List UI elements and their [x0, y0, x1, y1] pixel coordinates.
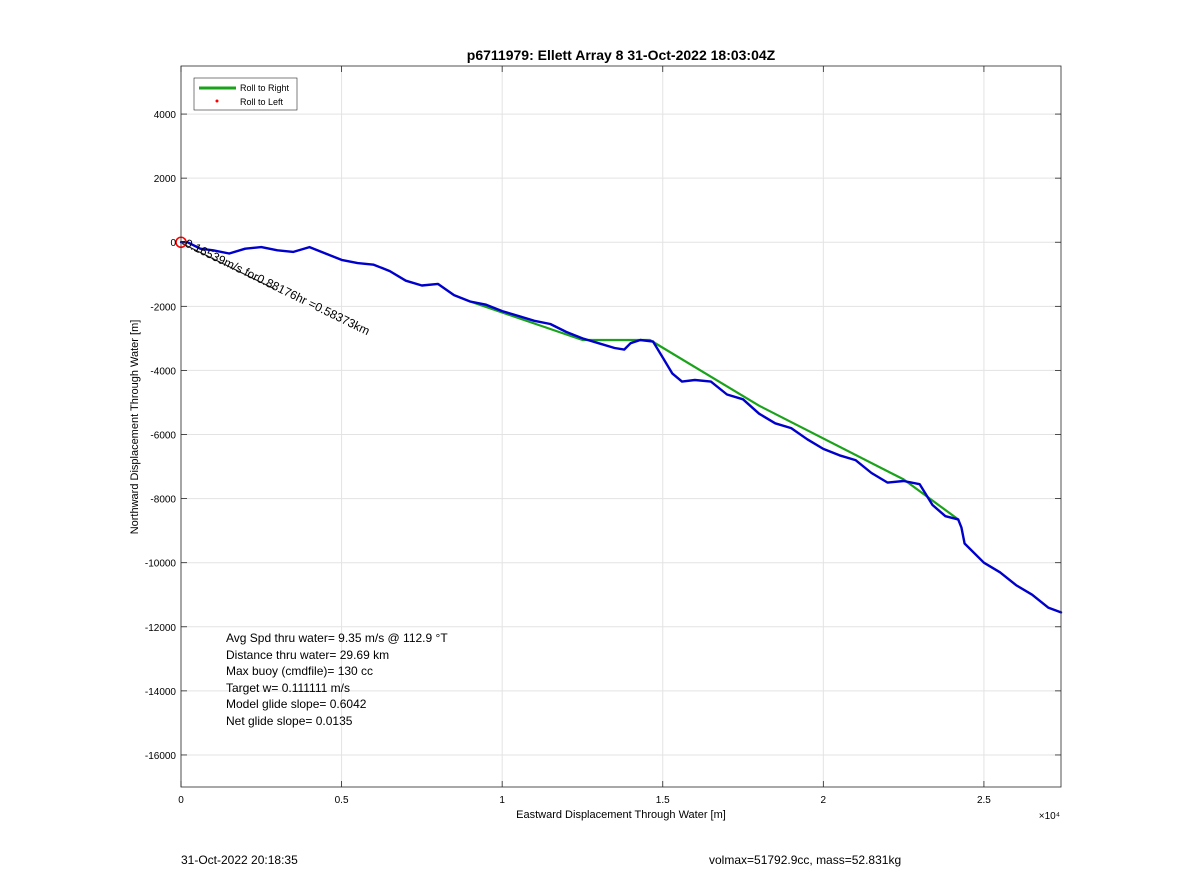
stats-line: Avg Spd thru water= 9.35 m/s @ 112.9 °T: [226, 631, 448, 645]
footer-timestamp: 31-Oct-2022 20:18:35: [181, 853, 298, 867]
legend-label-roll-right: Roll to Right: [240, 83, 290, 93]
y-tick-label: -2000: [150, 302, 176, 313]
legend-label-roll-left: Roll to Left: [240, 97, 284, 107]
x-tick-label: 0: [178, 795, 184, 806]
x-tick-label: 1.5: [656, 795, 670, 806]
chart-title: p6711979: Ellett Array 8 31-Oct-2022 18:…: [467, 47, 776, 63]
grid-lines: [180, 66, 1061, 787]
stats-line: Max buoy (cmdfile)= 130 cc: [226, 664, 373, 678]
series-layer: [175, 236, 1063, 614]
y-tick-label: -12000: [145, 623, 177, 634]
x-tick-label: 0.5: [335, 795, 349, 806]
y-tick-label: -4000: [150, 366, 176, 377]
legend-box: [193, 77, 298, 111]
x-tick-label: 2: [821, 795, 827, 806]
track-line: [179, 240, 1063, 614]
x-axis-label: Eastward Displacement Through Water [m]: [516, 809, 726, 821]
y-tick-label: -10000: [145, 559, 177, 570]
axis-ticks: 0 0.5 1 1.5 2 2.5 -16000 -14000 -12000 -10000 -800…: [145, 66, 1061, 806]
x-tick-label: 1: [499, 795, 505, 806]
y-axis-label: Northward Displacement Through Water [m]: [129, 320, 141, 535]
y-tick-label: -8000: [150, 495, 176, 506]
y-tick-label: 0: [170, 238, 176, 249]
stats-line: Target w= 0.111111 m/s: [226, 681, 350, 695]
legend-swatch-roll-left: [215, 99, 219, 103]
legend: Roll to Right Roll to Left: [193, 77, 298, 111]
x-tick-label: 2.5: [977, 795, 991, 806]
y-tick-label: 2000: [154, 174, 177, 185]
y-tick-label: 4000: [154, 110, 177, 121]
heading-line: [182, 243, 275, 290]
stats-line: Model glide slope= 0.6042: [226, 697, 367, 711]
stats-line: Net glide slope= 0.0135: [226, 714, 353, 728]
y-tick-label: -16000: [145, 751, 177, 762]
roll-right-line: [469, 300, 960, 521]
stats-line: Distance thru water= 29.69 km: [226, 648, 389, 662]
y-tick-label: -6000: [150, 431, 176, 442]
plot-border: [180, 65, 1062, 788]
footer-vol-mass: volmax=51792.9cc, mass=52.831kg: [709, 853, 902, 867]
y-tick-label: -14000: [145, 687, 177, 698]
plot-area: [181, 66, 1061, 787]
x-exponent-label: ×10⁴: [1039, 811, 1060, 822]
stats-box: Avg Spd thru water= 9.35 m/s @ 112.9 °T …: [226, 631, 448, 728]
